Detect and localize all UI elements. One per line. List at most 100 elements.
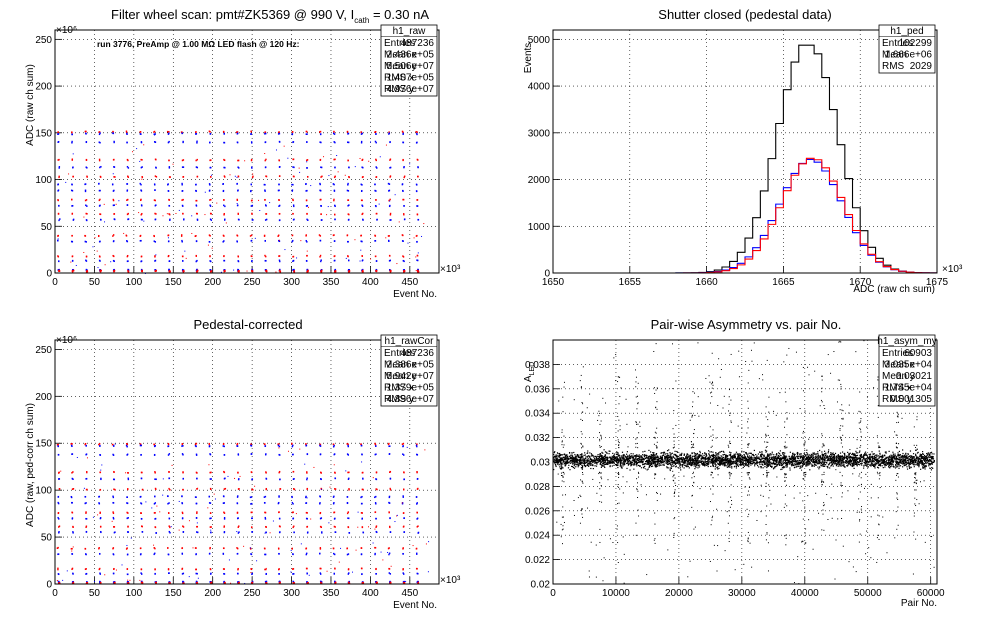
data-point: [402, 133, 403, 135]
data-point: [744, 456, 745, 457]
data-point: [749, 459, 750, 460]
data-point: [182, 512, 183, 514]
data-point: [114, 532, 115, 534]
data-point: [255, 238, 256, 239]
data-point: [594, 458, 595, 459]
data-point: [141, 472, 142, 474]
data-point: [210, 573, 211, 575]
data-point: [58, 532, 59, 534]
data-point: [154, 135, 155, 136]
data-point: [168, 554, 169, 556]
data-point: [566, 454, 567, 455]
data-point: [291, 550, 292, 551]
data-point: [237, 177, 238, 178]
data-point: [813, 459, 814, 460]
data-point: [256, 560, 257, 561]
data-point: [168, 131, 169, 133]
data-point: [557, 452, 558, 453]
data-point: [167, 495, 168, 497]
data-point: [224, 270, 225, 272]
data-point: [597, 456, 598, 457]
data-point: [126, 502, 127, 504]
data-point: [182, 256, 183, 258]
data-point: [73, 176, 74, 178]
y-tick-label: 100: [35, 486, 52, 497]
data-point: [418, 532, 419, 534]
stats-value: 5.942e+07: [386, 371, 434, 382]
data-point: [86, 582, 87, 584]
data-point: [155, 254, 156, 255]
data-point: [169, 271, 170, 273]
data-point: [362, 489, 363, 491]
y-tick-label: 0.03: [531, 458, 551, 469]
data-point: [113, 199, 114, 201]
data-point: [195, 132, 196, 134]
data-point: [664, 456, 665, 457]
data-point: [375, 488, 376, 490]
data-point: [273, 521, 274, 522]
data-point: [182, 141, 183, 143]
data-point: [98, 235, 99, 237]
data-point: [347, 183, 348, 185]
data-point: [346, 443, 347, 445]
data-point: [306, 553, 307, 555]
data-point: [155, 488, 156, 490]
data-point: [706, 465, 707, 466]
data-point: [207, 507, 208, 508]
histogram-series: [553, 45, 937, 273]
data-point: [127, 189, 128, 191]
data-point: [375, 444, 376, 446]
data-point: [320, 261, 321, 263]
data-point: [72, 270, 73, 272]
data-point: [154, 260, 155, 262]
data-point: [169, 166, 170, 168]
data-point: [368, 526, 369, 527]
data-point: [209, 234, 210, 236]
data-point: [321, 532, 322, 534]
data-point: [301, 543, 302, 544]
data-point: [356, 550, 357, 551]
data-point: [361, 184, 362, 186]
data-point: [140, 572, 141, 574]
data-point: [334, 464, 335, 465]
data-point: [265, 175, 266, 177]
data-point: [320, 199, 321, 201]
data-point: [126, 443, 127, 445]
data-point: [878, 455, 879, 456]
y-tick-label: 0.026: [525, 506, 550, 517]
data-point: [334, 573, 335, 575]
data-point: [238, 213, 239, 215]
x-tick-label: 100: [126, 277, 143, 288]
data-point: [348, 518, 349, 520]
data-point: [72, 205, 73, 207]
data-point: [780, 450, 781, 451]
data-point: [376, 260, 377, 262]
data-point: [210, 213, 211, 215]
data-point: [238, 219, 239, 221]
data-point: [211, 175, 212, 176]
data-point: [128, 517, 129, 519]
data-point: [345, 175, 346, 176]
data-point: [360, 235, 361, 237]
data-point: [417, 502, 418, 504]
data-point: [235, 176, 236, 177]
data-point: [153, 444, 154, 446]
x-tick-label: 250: [244, 277, 261, 288]
data-point: [348, 478, 349, 480]
data-point: [417, 573, 418, 575]
data-point: [252, 489, 253, 491]
data-point: [404, 270, 405, 272]
data-point: [841, 463, 842, 464]
data-point: [292, 502, 293, 504]
data-point: [402, 502, 403, 503]
data-point: [424, 449, 425, 450]
stats-name: h1_rawCor: [385, 336, 435, 347]
data-point: [191, 233, 192, 234]
data-point: [399, 221, 400, 222]
data-point: [562, 467, 563, 468]
data-point: [210, 517, 211, 519]
data-point: [918, 465, 919, 466]
data-point: [122, 564, 123, 565]
y-tick-label: 0: [544, 269, 550, 280]
data-point: [557, 464, 558, 465]
